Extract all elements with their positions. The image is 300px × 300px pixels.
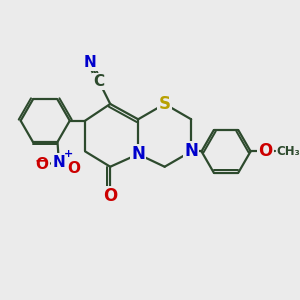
Text: O: O <box>36 157 49 172</box>
Text: +: + <box>64 149 73 159</box>
Text: N: N <box>131 145 145 163</box>
Text: S: S <box>159 95 171 113</box>
Text: −: − <box>34 153 46 167</box>
Text: CH₃: CH₃ <box>277 145 300 158</box>
Text: O: O <box>67 161 80 176</box>
Text: O: O <box>258 142 272 160</box>
Text: N: N <box>184 142 198 160</box>
Text: O: O <box>103 187 117 205</box>
Text: C: C <box>94 74 105 89</box>
Text: N: N <box>84 55 97 70</box>
Text: N: N <box>52 154 65 169</box>
